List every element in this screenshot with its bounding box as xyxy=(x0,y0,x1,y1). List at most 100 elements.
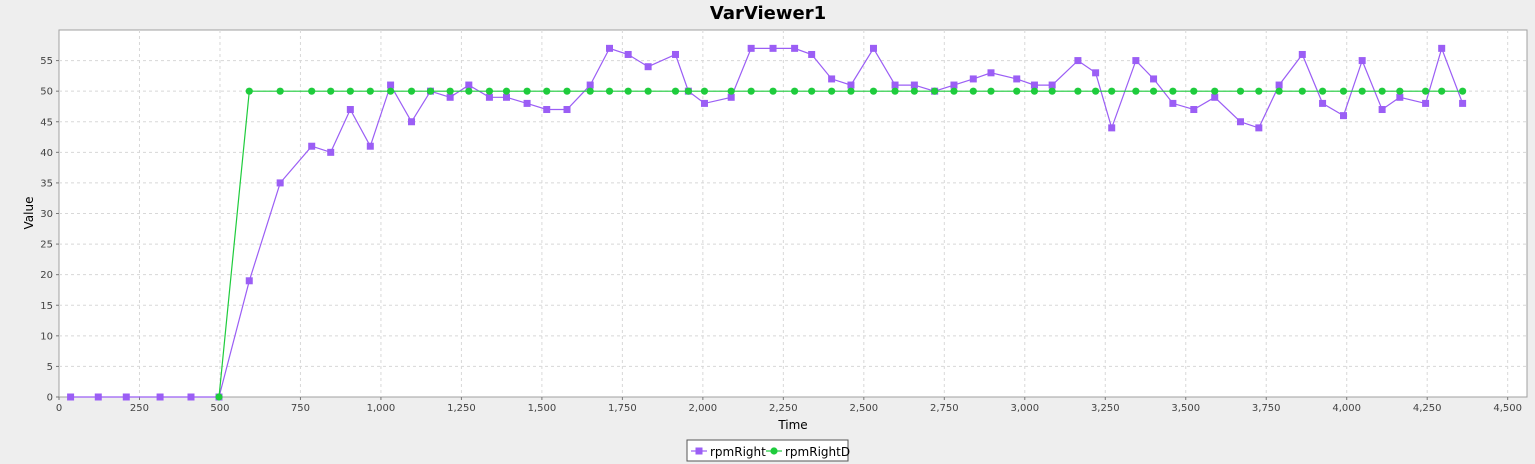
data-point-rpmRight xyxy=(869,44,877,52)
x-tick-label: 2,500 xyxy=(850,403,879,414)
data-point-rpmRightD xyxy=(847,87,855,95)
data-point-rpmRight xyxy=(1074,57,1082,65)
data-point-rpmRight xyxy=(1298,50,1306,58)
y-tick-label: 35 xyxy=(40,178,53,189)
data-point-rpmRight xyxy=(122,393,130,401)
data-point-rpmRightD xyxy=(969,87,977,95)
data-point-rpmRight xyxy=(808,50,816,58)
data-point-rpmRight xyxy=(644,63,652,71)
x-tick-label: 4,500 xyxy=(1493,403,1522,414)
data-point-rpmRightD xyxy=(931,87,939,95)
data-point-rpmRightD xyxy=(1169,87,1177,95)
data-point-rpmRightD xyxy=(828,87,836,95)
data-point-rpmRightD xyxy=(624,87,632,95)
data-point-rpmRightD xyxy=(563,87,571,95)
data-point-rpmRight xyxy=(563,106,571,114)
data-point-rpmRightD xyxy=(502,87,511,95)
x-tick-label: 3,000 xyxy=(1010,403,1039,414)
data-point-rpmRight xyxy=(523,99,531,107)
data-point-rpmRight xyxy=(346,106,354,114)
data-point-rpmRightD xyxy=(1048,87,1056,95)
x-tick-label: 750 xyxy=(291,403,310,414)
data-point-rpmRightD xyxy=(910,87,918,95)
data-point-rpmRight xyxy=(327,148,335,156)
y-tick-label: 20 xyxy=(40,270,53,281)
data-point-rpmRight xyxy=(1358,57,1366,65)
data-point-rpmRightD xyxy=(1132,87,1140,95)
data-point-rpmRight xyxy=(1150,75,1158,83)
data-point-rpmRight xyxy=(1396,93,1404,101)
data-point-rpmRight xyxy=(987,69,995,77)
data-point-rpmRight xyxy=(700,99,708,107)
x-tick-label: 500 xyxy=(210,403,229,414)
data-point-rpmRight xyxy=(408,118,416,126)
data-point-rpmRight xyxy=(1108,124,1116,132)
data-point-rpmRight xyxy=(502,93,510,101)
data-point-rpmRight xyxy=(828,75,836,83)
data-point-rpmRight xyxy=(366,142,374,150)
y-tick-label: 25 xyxy=(40,240,53,251)
data-point-rpmRight xyxy=(910,81,918,89)
y-tick-label: 0 xyxy=(47,393,53,404)
data-point-rpmRightD xyxy=(215,393,223,401)
data-point-rpmRightD xyxy=(747,87,755,95)
x-tick-label: 3,250 xyxy=(1091,403,1120,414)
y-tick-label: 30 xyxy=(40,209,53,220)
series-rpmRightD xyxy=(215,87,1467,401)
data-point-rpmRightD xyxy=(245,87,253,95)
legend-item-rpmRight: rpmRight xyxy=(691,445,766,459)
data-point-rpmRightD xyxy=(1396,87,1404,95)
x-tick-label: 3,500 xyxy=(1171,403,1200,414)
data-point-rpmRightD xyxy=(407,87,416,95)
data-point-rpmRightD xyxy=(543,87,551,95)
data-point-rpmRight xyxy=(769,44,777,52)
data-point-rpmRightD xyxy=(1421,87,1430,95)
data-point-rpmRight xyxy=(446,93,454,101)
y-tick-label: 55 xyxy=(40,56,53,67)
x-tick-label: 2,750 xyxy=(930,403,959,414)
data-point-rpmRight xyxy=(1236,118,1244,126)
chart-title: VarViewer1 xyxy=(710,3,826,24)
data-point-rpmRight xyxy=(671,50,679,58)
data-point-rpmRight xyxy=(465,81,473,89)
x-tick-label: 2,250 xyxy=(769,403,798,414)
data-point-rpmRightD xyxy=(1275,87,1283,95)
data-point-rpmRightD xyxy=(1459,87,1467,95)
y-tick-label: 10 xyxy=(40,331,53,342)
data-point-rpmRight xyxy=(586,81,594,89)
data-point-rpmRight xyxy=(485,93,493,101)
y-axis-label: Value xyxy=(22,197,36,230)
legend-item-rpmRightD: rpmRightD xyxy=(766,445,850,459)
data-point-rpmRightD xyxy=(684,87,692,95)
data-point-rpmRightD xyxy=(950,87,958,95)
data-point-rpmRightD xyxy=(1108,87,1116,95)
data-point-rpmRightD xyxy=(346,87,354,95)
y-tick-label: 5 xyxy=(47,362,53,373)
y-tick-label: 45 xyxy=(40,117,53,128)
data-point-rpmRight xyxy=(156,393,164,401)
x-tick-label: 1,000 xyxy=(367,403,396,414)
legend: rpmRight rpmRightD xyxy=(686,439,850,462)
y-axis-ticks: 0 5 10 15 20 25 30 35 40 45 50 55 xyxy=(40,56,59,404)
y-tick-label: 40 xyxy=(40,148,53,159)
data-point-rpmRight xyxy=(94,393,102,401)
data-point-rpmRight xyxy=(1275,81,1283,89)
legend-label-rpmRight: rpmRight xyxy=(710,445,766,459)
data-point-rpmRight xyxy=(969,75,977,83)
data-point-rpmRightD xyxy=(1339,87,1348,95)
x-tick-label: 4,000 xyxy=(1332,403,1361,414)
x-tick-label: 0 xyxy=(56,403,62,414)
data-point-rpmRightD xyxy=(1438,87,1446,95)
data-point-rpmRightD xyxy=(386,87,395,95)
data-point-rpmRightD xyxy=(465,87,473,95)
x-tick-label: 4,250 xyxy=(1413,403,1442,414)
data-point-rpmRightD xyxy=(446,87,454,95)
data-point-rpmRight xyxy=(1422,99,1430,107)
data-point-rpmRightD xyxy=(586,87,594,95)
data-point-rpmRight xyxy=(543,106,551,114)
x-axis-ticks: 0 250 500 750 1,000 1,250 1,500 1,750 2,000 2,250… xyxy=(56,397,1522,414)
data-point-rpmRight xyxy=(791,44,799,52)
data-point-rpmRightD xyxy=(426,87,435,95)
data-point-rpmRight xyxy=(1048,81,1056,89)
